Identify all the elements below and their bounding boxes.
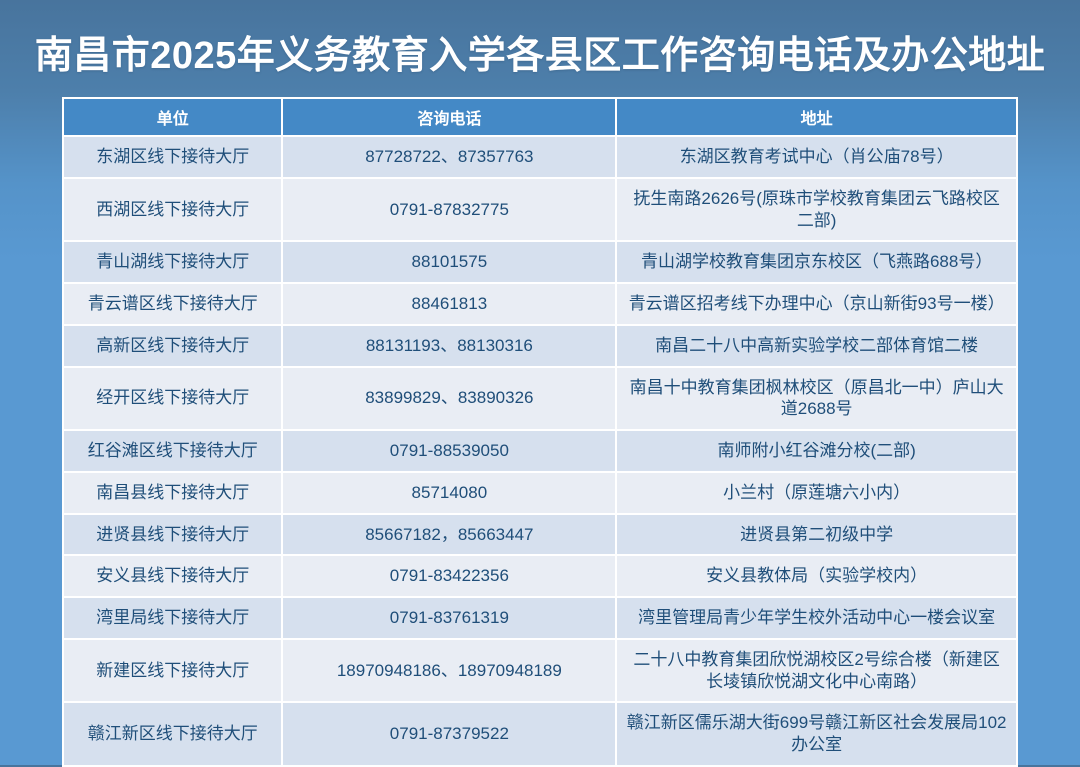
table-row: 红谷滩区线下接待大厅 0791-88539050 南师附小红谷滩分校(二部) — [61, 429, 1018, 473]
address-cell: 进贤县第二初级中学 — [615, 512, 1018, 557]
unit-cell: 安义县线下接待大厅 — [61, 554, 284, 598]
table-row: 新建区线下接待大厅 18970948186、18970948189 二十八中教育集团… — [61, 637, 1018, 704]
address-cell: 湾里管理局青少年学生校外活动中心一楼会议室 — [615, 596, 1018, 640]
phone-cell: 85667182，85663447 — [281, 512, 618, 557]
phone-cell: 87728722、87357763 — [281, 135, 618, 179]
phone-cell: 0791-87379522 — [281, 701, 618, 767]
table-row: 高新区线下接待大厅 88131193、88130316 南昌二十八中高新实验学校二部… — [61, 323, 1018, 368]
address-cell: 南昌二十八中高新实验学校二部体育馆二楼 — [615, 323, 1018, 368]
page-title: 南昌市2025年义务教育入学各县区工作咨询电话及办公地址 — [34, 35, 1046, 77]
phone-cell: 88101575 — [281, 240, 618, 284]
column-header-address: 地址 — [615, 97, 1018, 137]
unit-cell: 西湖区线下接待大厅 — [61, 176, 284, 243]
table-row: 青山湖线下接待大厅 88101575 青山湖学校教育集团京东校区（飞燕路688号） — [61, 240, 1018, 284]
phone-cell: 0791-88539050 — [281, 429, 618, 473]
address-cell: 二十八中教育集团欣悦湖校区2号综合楼（新建区长堎镇欣悦湖文化中心南路） — [615, 637, 1018, 704]
unit-cell: 湾里局线下接待大厅 — [61, 596, 284, 640]
table-header-row: 单位 咨询电话 地址 — [61, 97, 1018, 137]
address-cell: 安义县教体局（实验学校内） — [615, 554, 1018, 598]
contact-table: 单位 咨询电话 地址 东湖区线下接待大厅 87728722、87357763 东湖区… — [61, 97, 1018, 767]
phone-cell: 0791-83422356 — [281, 554, 618, 598]
unit-cell: 经开区线下接待大厅 — [61, 365, 284, 431]
phone-cell: 88461813 — [281, 282, 618, 326]
table-row: 安义县线下接待大厅 0791-83422356 安义县教体局（实验学校内） — [61, 554, 1018, 598]
table-row: 南昌县线下接待大厅 85714080 小兰村（原莲塘六小内） — [61, 470, 1018, 515]
phone-cell: 85714080 — [281, 470, 618, 515]
table-row: 西湖区线下接待大厅 0791-87832775 抚生南路2626号(原珠市学校教育集… — [61, 176, 1018, 243]
unit-cell: 东湖区线下接待大厅 — [61, 135, 284, 179]
unit-cell: 南昌县线下接待大厅 — [61, 470, 284, 515]
address-cell: 青云谱区招考线下办理中心（京山新街93号一楼） — [615, 282, 1018, 326]
table-row: 经开区线下接待大厅 83899829、83890326 南昌十中教育集团枫林校区（原… — [61, 365, 1018, 431]
column-header-phone: 咨询电话 — [281, 97, 618, 137]
unit-cell: 红谷滩区线下接待大厅 — [61, 429, 284, 473]
address-cell: 东湖区教育考试中心（肖公庙78号） — [615, 135, 1018, 179]
phone-cell: 83899829、83890326 — [281, 365, 618, 431]
column-header-unit: 单位 — [61, 97, 284, 137]
unit-cell: 青云谱区线下接待大厅 — [61, 282, 284, 326]
table-row: 进贤县线下接待大厅 85667182，85663447 进贤县第二初级中学 — [61, 512, 1018, 557]
unit-cell: 进贤县线下接待大厅 — [61, 512, 284, 557]
contact-table-container: 单位 咨询电话 地址 东湖区线下接待大厅 87728722、87357763 东湖区… — [61, 97, 1018, 767]
address-cell: 南昌十中教育集团枫林校区（原昌北一中）庐山大道2688号 — [615, 365, 1018, 431]
table-row: 赣江新区线下接待大厅 0791-87379522 赣江新区儒乐湖大街699号赣江新区… — [61, 701, 1018, 767]
unit-cell: 高新区线下接待大厅 — [61, 323, 284, 368]
address-cell: 南师附小红谷滩分校(二部) — [615, 429, 1018, 473]
phone-cell: 88131193、88130316 — [281, 323, 618, 368]
table-row: 青云谱区线下接待大厅 88461813 青云谱区招考线下办理中心（京山新街93号一楼… — [61, 282, 1018, 326]
table-row: 东湖区线下接待大厅 87728722、87357763 东湖区教育考试中心（肖公庙7… — [61, 135, 1018, 179]
address-cell: 青山湖学校教育集团京东校区（飞燕路688号） — [615, 240, 1018, 284]
unit-cell: 新建区线下接待大厅 — [61, 637, 284, 704]
address-cell: 抚生南路2626号(原珠市学校教育集团云飞路校区二部) — [615, 176, 1018, 243]
phone-cell: 0791-87832775 — [281, 176, 618, 243]
address-cell: 赣江新区儒乐湖大街699号赣江新区社会发展局102办公室 — [615, 701, 1018, 767]
unit-cell: 青山湖线下接待大厅 — [61, 240, 284, 284]
table-row: 湾里局线下接待大厅 0791-83761319 湾里管理局青少年学生校外活动中心一楼… — [61, 596, 1018, 640]
address-cell: 小兰村（原莲塘六小内） — [615, 470, 1018, 515]
table-body: 东湖区线下接待大厅 87728722、87357763 东湖区教育考试中心（肖公庙7… — [61, 135, 1018, 767]
unit-cell: 赣江新区线下接待大厅 — [61, 701, 284, 767]
phone-cell: 18970948186、18970948189 — [281, 637, 618, 704]
phone-cell: 0791-83761319 — [281, 596, 618, 640]
